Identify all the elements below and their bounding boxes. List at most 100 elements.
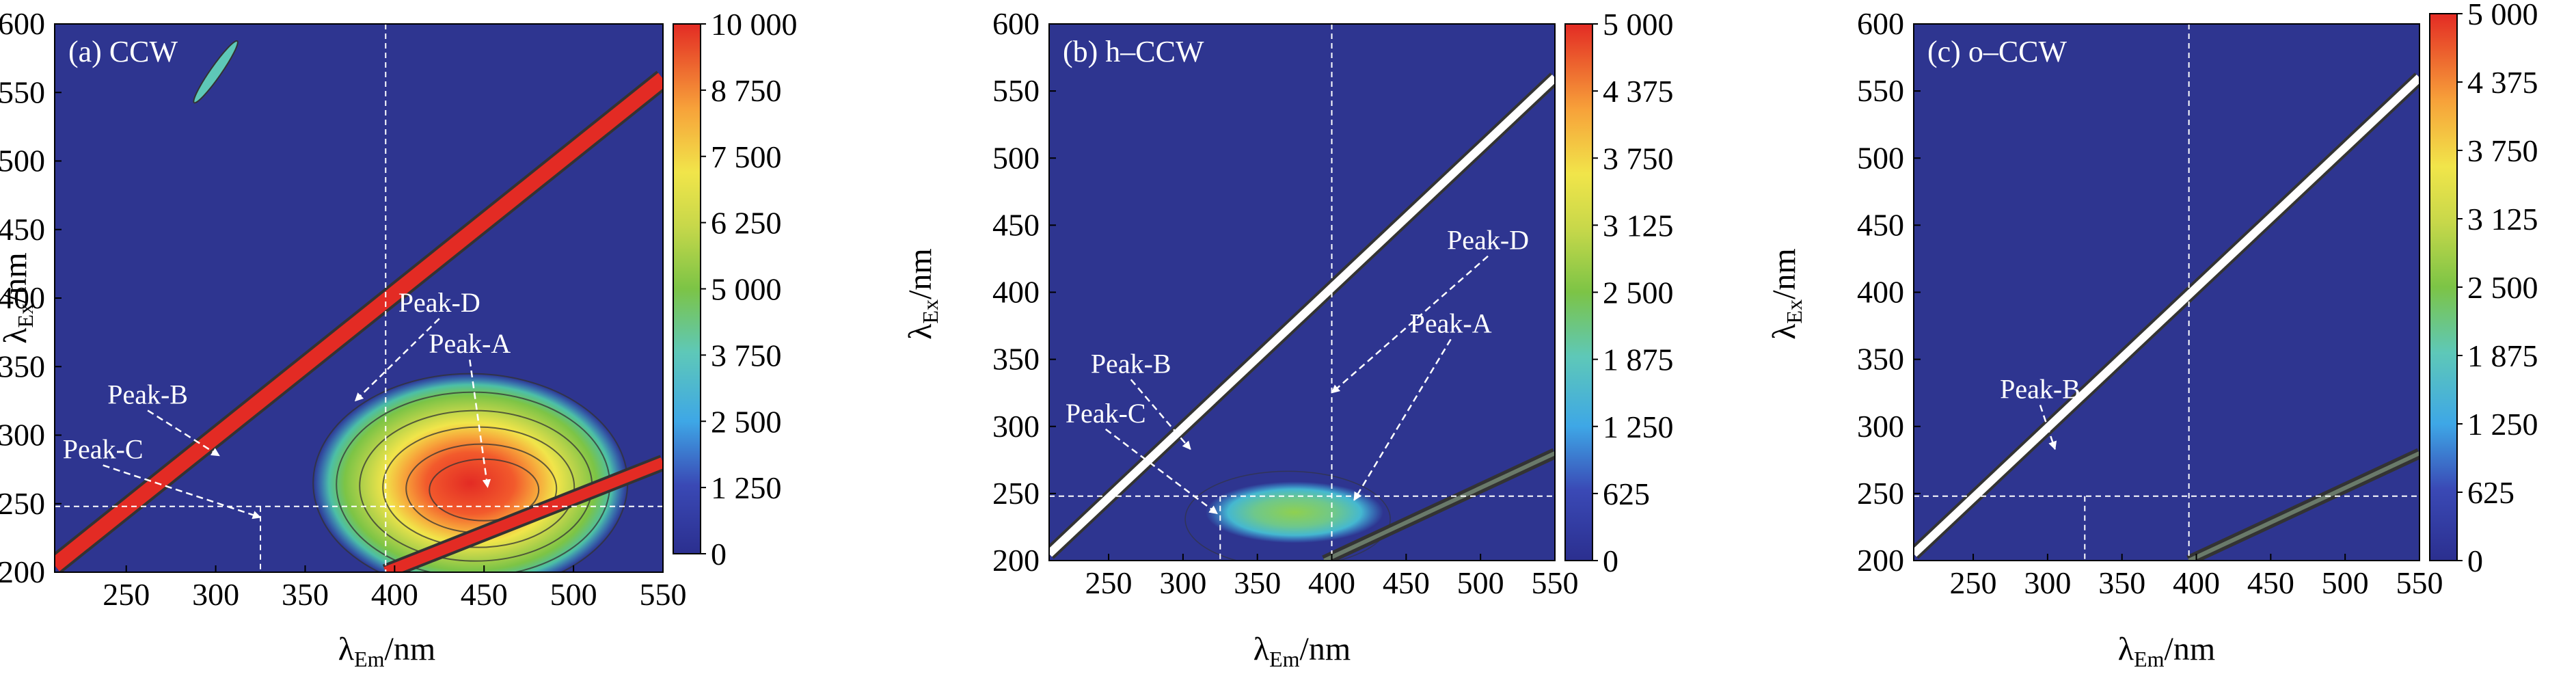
peak-label-peak-b: Peak-B: [107, 379, 188, 409]
x-tick-label: 300: [2024, 565, 2071, 600]
peak-arrow-peak-c: [103, 464, 262, 520]
colorbar-tick-label: 5 000: [2467, 0, 2538, 31]
x-tick-label: 400: [1308, 565, 1355, 600]
y-tick-label: 400: [1857, 275, 1904, 310]
peak-arrow-peak-b: [1130, 379, 1191, 451]
panel-b-heatmap: Peak-D Peak-A Peak-B Peak-C: [1049, 24, 1555, 561]
colorbar-tick-label: 1 875: [2467, 338, 2538, 373]
panel-a-x-axis-label: λEm/nm: [338, 631, 435, 671]
contour-ring: [1184, 470, 1391, 561]
y-tick-label: 350: [992, 342, 1040, 377]
colorbar-tick-label: 0: [711, 537, 727, 572]
x-tick-label: 550: [1532, 565, 1579, 600]
peak-label-peak-d: Peak-D: [398, 287, 480, 318]
peak-label-peak-a: Peak-A: [429, 328, 511, 359]
y-tick-label: 300: [0, 418, 45, 453]
x-tick-label: 250: [1950, 565, 1997, 600]
y-tick-label: 550: [992, 73, 1040, 108]
x-tick-label: 250: [103, 577, 150, 612]
colorbar-tick-label: 5 000: [1603, 7, 1674, 42]
panel-b-colorbar-ticks: 0 625 1 250 1 875 2 500 3 125 3 750 4 375 5 000: [1592, 7, 1674, 578]
colorbar-tick-label: 7 500: [711, 139, 782, 174]
y-tick-label: 550: [0, 75, 45, 109]
colorbar-tick-label: 3 750: [711, 338, 782, 373]
rayleigh-line: [55, 72, 663, 572]
panel-a: Peak-D Peak-A Peak-B Peak-C (a) CCW 250 300 3…: [0, 6, 798, 671]
y-tick-label: 450: [992, 207, 1040, 242]
y-tick-label: 550: [1857, 73, 1904, 108]
y-tick-label: 350: [0, 349, 45, 384]
peak-arrow-peak-b: [147, 409, 220, 457]
colorbar-tick-label: 3 750: [1603, 141, 1674, 176]
x-tick-label: 500: [1457, 565, 1504, 600]
peak-label-peak-a: Peak-A: [1410, 308, 1492, 338]
x-tick-label: 400: [371, 577, 418, 612]
peak-arrow-peak-a: [1353, 338, 1452, 501]
peak-label-peak-b: Peak-B: [2000, 374, 2080, 405]
y-tick-label: 400: [992, 275, 1040, 310]
panel-b-y-ticks: 200 250 300 350 400 450 500 550 600: [992, 6, 1056, 578]
y-tick-label: 200: [0, 554, 45, 589]
panel-a-y-axis-label: λEx/nm: [0, 252, 38, 344]
y-tick-label: 350: [1857, 342, 1904, 377]
peak-label-peak-d: Peak-D: [1447, 225, 1529, 256]
panel-a-title: (a) CCW: [68, 35, 178, 68]
x-tick-label: 450: [1383, 565, 1430, 600]
y-tick-label: 600: [1857, 6, 1904, 41]
panel-b-x-axis-label: λEm/nm: [1253, 631, 1351, 671]
panel-b: Peak-D Peak-A Peak-B Peak-C (b) h–CCW 250 30…: [902, 6, 1674, 671]
panel-c-x-ticks: 250 300 350 400 450 500 550: [1950, 554, 2443, 600]
peak-arrow-peak-b: [2039, 405, 2057, 451]
y-tick-label: 500: [0, 144, 45, 178]
second-order-line: [2188, 451, 2419, 561]
x-tick-label: 350: [2098, 565, 2145, 600]
x-tick-label: 250: [1085, 565, 1133, 600]
y-tick-label: 250: [992, 476, 1040, 511]
top-left-blob: [193, 40, 239, 104]
colorbar-tick-label: 4 375: [2467, 65, 2538, 100]
panel-c-title: (c) o–CCW: [1927, 35, 2067, 68]
panel-c-y-axis-label: λEx/nm: [1766, 248, 1806, 340]
x-tick-label: 550: [2396, 565, 2443, 600]
panel-c-y-ticks: 200 250 300 350 400 450 500 550 600: [1857, 6, 1921, 578]
panel-b-title: (b) h–CCW: [1063, 35, 1204, 68]
colorbar-tick-label: 6 250: [711, 206, 782, 241]
peak-arrow-peak-c: [1104, 428, 1218, 515]
colorbar-tick-label: 0: [1603, 543, 1618, 578]
peak-label-peak-b: Peak-B: [1091, 348, 1171, 379]
panel-a-colorbar-ticks: 0 1 250 2 500 3 750 5 000 6 250 7 500 8 750 10 0…: [701, 7, 798, 572]
panel-a-x-ticks: 250 300 350 400 450 500 550: [103, 565, 687, 612]
main-fluorescence-blob: [1206, 481, 1384, 543]
panel-a-plot: Peak-D Peak-A Peak-B Peak-C: [54, 23, 664, 573]
main-fluorescence-blob: [313, 373, 628, 572]
panel-b-y-axis-label: λEx/nm: [902, 248, 943, 340]
panel-c-colorbar: 0 625 1 250 1 875 2 500 3 125 3 750 4 375 5 000: [2429, 0, 2538, 578]
colorbar-tick-label: 625: [2467, 475, 2514, 510]
colorbar-tick-label: 3 125: [1603, 208, 1674, 243]
colorbar-tick-label: 2 500: [2467, 270, 2538, 305]
x-tick-label: 450: [2247, 565, 2294, 600]
x-tick-label: 450: [461, 577, 508, 612]
y-tick-label: 450: [1857, 207, 1904, 242]
y-tick-label: 500: [1857, 140, 1904, 175]
colorbar-tick-label: 1 250: [2467, 407, 2538, 442]
x-tick-label: 500: [550, 577, 597, 612]
panel-a-heatmap: Peak-D Peak-A Peak-B Peak-C: [55, 24, 663, 572]
second-order-line: [1323, 451, 1555, 561]
panel-b-colorbar-gradient: [1564, 23, 1593, 561]
y-tick-label: 500: [992, 140, 1040, 175]
y-tick-label: 400: [0, 280, 45, 315]
colorbar-tick-label: 0: [2467, 543, 2483, 578]
second-order-line: [383, 457, 663, 572]
y-tick-label: 600: [992, 6, 1040, 41]
x-tick-label: 400: [2173, 565, 2220, 600]
colorbar-tick-label: 3 750: [2467, 133, 2538, 168]
colorbar-tick-label: 1 250: [1603, 409, 1674, 444]
y-tick-label: 600: [0, 6, 45, 41]
panel-c-x-axis-label: λEm/nm: [2118, 631, 2215, 671]
panel-c-colorbar-gradient: [2429, 13, 2458, 561]
y-tick-label: 200: [992, 543, 1040, 578]
x-tick-label: 300: [1159, 565, 1206, 600]
peak-arrow-peak-d: [354, 318, 440, 402]
peak-arrow-peak-d: [1331, 255, 1489, 394]
